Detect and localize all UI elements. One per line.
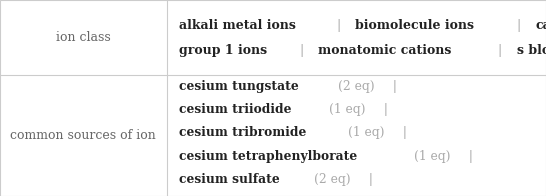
Text: (1 eq): (1 eq) bbox=[413, 150, 450, 163]
Text: common sources of ion: common sources of ion bbox=[10, 129, 156, 142]
Text: cesium tungstate: cesium tungstate bbox=[179, 80, 298, 93]
Text: cations: cations bbox=[535, 19, 546, 32]
Text: |: | bbox=[461, 150, 480, 163]
Text: (2 eq): (2 eq) bbox=[338, 80, 375, 93]
Text: (1 eq): (1 eq) bbox=[329, 103, 365, 116]
Text: cesium sulfate: cesium sulfate bbox=[179, 173, 280, 186]
Text: |: | bbox=[292, 44, 312, 57]
Text: cesium triiodide: cesium triiodide bbox=[179, 103, 291, 116]
Text: cesium tetraphenylborate: cesium tetraphenylborate bbox=[179, 150, 357, 163]
Text: monatomic cations: monatomic cations bbox=[318, 44, 452, 57]
Text: |: | bbox=[376, 103, 395, 116]
Text: biomolecule ions: biomolecule ions bbox=[355, 19, 474, 32]
Text: |: | bbox=[490, 44, 511, 57]
Text: |: | bbox=[395, 126, 415, 139]
Text: ion class: ion class bbox=[56, 31, 111, 44]
Text: cesium tribromide: cesium tribromide bbox=[179, 126, 306, 139]
Text: |: | bbox=[361, 173, 381, 186]
Text: |: | bbox=[509, 19, 529, 32]
Text: (2 eq): (2 eq) bbox=[313, 173, 350, 186]
Text: |: | bbox=[329, 19, 349, 32]
Text: group 1 ions: group 1 ions bbox=[179, 44, 266, 57]
Text: |: | bbox=[385, 80, 405, 93]
Text: (1 eq): (1 eq) bbox=[348, 126, 384, 139]
Text: s block ions: s block ions bbox=[517, 44, 546, 57]
Text: alkali metal ions: alkali metal ions bbox=[179, 19, 295, 32]
